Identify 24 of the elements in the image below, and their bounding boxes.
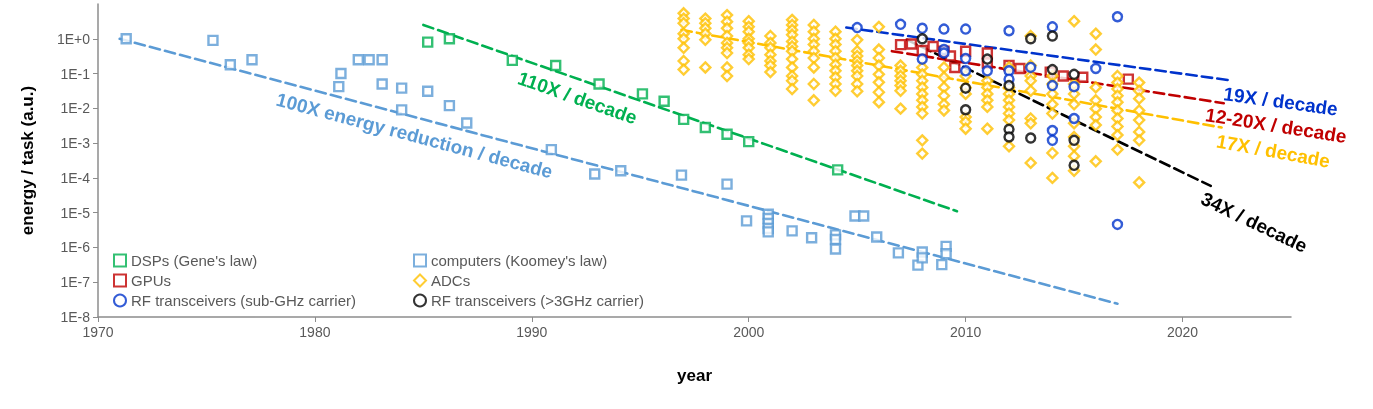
- legend-label: ADCs: [431, 272, 471, 289]
- y-tick-label: 1E-4: [60, 169, 91, 186]
- x-axis-title: year: [677, 366, 713, 385]
- legend-label: GPUs: [131, 272, 172, 289]
- y-tick-label: 1E-5: [60, 204, 91, 221]
- y-tick-label: 1E-3: [60, 135, 91, 152]
- x-tick-label: 1990: [516, 324, 548, 340]
- x-tick-label: 1980: [299, 324, 331, 340]
- x-tick-label: 2020: [1166, 324, 1199, 340]
- y-tick-label: 1E-8: [60, 309, 91, 325]
- x-tick-label: 2010: [950, 324, 982, 340]
- y-tick-label: 1E-2: [60, 100, 91, 117]
- y-tick-label: 1E-7: [60, 274, 91, 291]
- y-tick-label: 1E+0: [56, 30, 91, 47]
- legend-label: RF transceivers (sub-GHz carrier): [131, 292, 357, 309]
- y-tick-label: 1E-6: [60, 239, 91, 256]
- y-tick-label: 1E-1: [60, 65, 91, 82]
- legend-label: DSPs (Gene's law): [131, 252, 258, 269]
- text: 110X / decade: [515, 67, 640, 129]
- x-tick-label: 2000: [733, 324, 765, 340]
- y-axis-title: energy / task (a.u.): [18, 85, 37, 236]
- x-tick-label: 1970: [82, 324, 114, 340]
- legend-label: RF transceivers (>3GHz carrier): [431, 292, 644, 309]
- legend-label: computers (Koomey's law): [431, 252, 608, 269]
